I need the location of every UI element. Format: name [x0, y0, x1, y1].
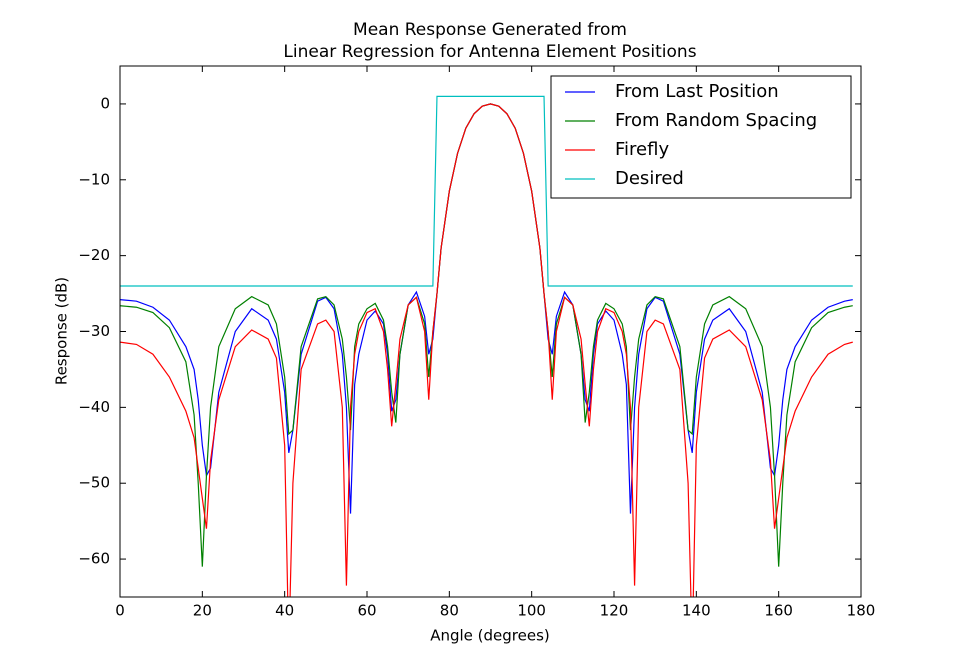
y-tick-label: −30 — [78, 322, 110, 340]
y-tick-label: 0 — [100, 94, 110, 112]
y-tick-label: −50 — [78, 474, 110, 492]
x-tick-label: 120 — [600, 602, 629, 620]
y-axis-label: Response (dB) — [53, 277, 71, 385]
legend-label: Firefly — [615, 139, 669, 160]
x-tick-label: 180 — [847, 602, 876, 620]
legend-label: From Random Spacing — [615, 110, 817, 131]
legend-label: Desired — [615, 168, 684, 189]
legend-box — [550, 75, 852, 199]
plot-lines — [120, 95, 853, 597]
series-line — [120, 103, 853, 597]
x-tick-label: 40 — [275, 602, 294, 620]
x-tick-label: 140 — [682, 602, 711, 620]
chart-title: Mean Response Generated from — [353, 20, 627, 40]
x-tick-label: 80 — [440, 602, 459, 620]
x-tick-label: 60 — [357, 602, 376, 620]
series-line — [120, 95, 853, 287]
x-tick-label: 20 — [193, 602, 212, 620]
legend-label: From Last Position — [615, 81, 779, 102]
x-tick-label: 160 — [764, 602, 793, 620]
x-axis-label: Angle (degrees) — [430, 627, 550, 645]
chart-title: Linear Regression for Antenna Element Po… — [283, 42, 696, 62]
x-tick-label: 0 — [115, 602, 125, 620]
y-tick-label: −20 — [78, 246, 110, 264]
y-tick-label: −60 — [78, 550, 110, 568]
legend: From Last Position From Random Spacing Fir… — [550, 75, 852, 199]
y-tick-label: −40 — [78, 398, 110, 416]
y-tick-label: −10 — [78, 170, 110, 188]
x-tick-label: 100 — [517, 602, 546, 620]
